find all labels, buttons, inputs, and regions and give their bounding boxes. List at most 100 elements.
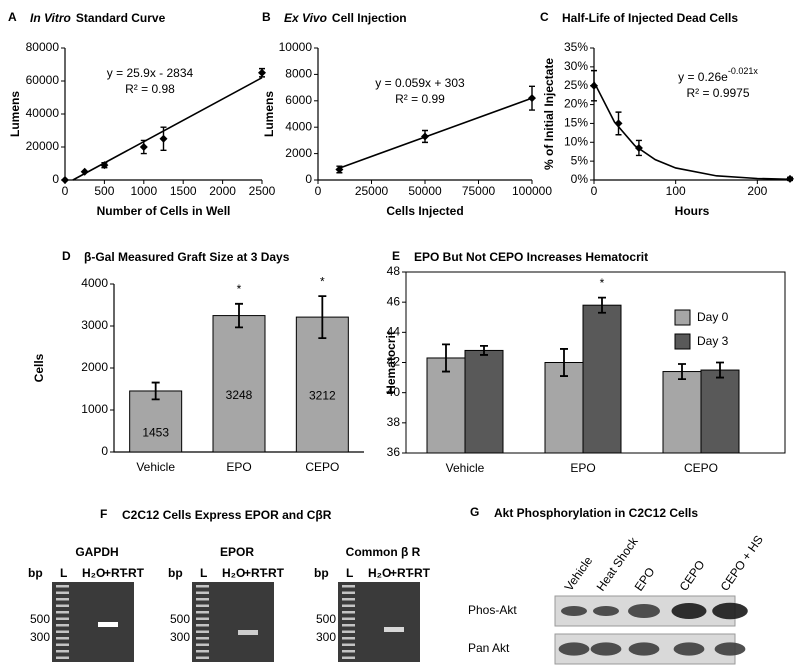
y-tick-label: 10% — [564, 134, 588, 148]
ladder-band — [342, 617, 355, 620]
x-tick-label: CEPO — [684, 461, 718, 475]
x-tick-label: Vehicle — [136, 460, 175, 474]
lane-label: CEPO + HS — [718, 533, 766, 594]
fit-line — [339, 97, 533, 169]
ladder-band — [342, 637, 355, 640]
ladder-band — [56, 624, 69, 627]
panel-letter: F — [100, 507, 107, 521]
ladder-band — [196, 591, 209, 594]
lane-label: -RT — [264, 566, 285, 580]
data-point — [421, 132, 429, 141]
ladder-band — [56, 604, 69, 607]
data-point — [786, 174, 794, 183]
panel-letter: A — [8, 10, 17, 24]
data-point — [159, 134, 168, 143]
y-tick-label: 42 — [387, 355, 401, 369]
ladder-band — [196, 611, 209, 614]
y-tick-label: 0% — [571, 172, 589, 186]
axis-lines — [593, 48, 790, 181]
blot-band — [593, 606, 619, 616]
title-text: Half-Life of Injected Dead Cells — [562, 11, 738, 25]
lane-label: +RT — [244, 566, 268, 580]
ladder-band — [56, 611, 69, 614]
y-tick-label: 44 — [387, 325, 401, 339]
x-tick-label: 0 — [315, 184, 322, 198]
ladder-band — [56, 630, 69, 633]
bar — [295, 316, 349, 453]
chart-title: β-Gal Measured Graft Size at 3 Days — [84, 250, 290, 264]
gel-image — [52, 582, 134, 662]
panel-title: C2C12 Cells Express EPOR and CβR — [122, 508, 332, 522]
x-tick-label: 100000 — [512, 184, 552, 198]
x-tick-label: 0 — [591, 184, 598, 198]
ladder-band — [56, 643, 69, 646]
bar — [212, 315, 266, 453]
data-point — [335, 165, 344, 174]
axis-lines — [113, 284, 364, 453]
title-text: β-Gal Measured Graft Size at 3 Days — [84, 250, 290, 264]
ladder-band — [196, 656, 209, 659]
ladder-band — [342, 585, 355, 588]
x-axis-label: Hours — [675, 204, 710, 218]
size-marker: 500 — [170, 612, 190, 626]
x-tick-label: 25000 — [355, 184, 389, 198]
r-squared: R² = 0.98 — [125, 82, 175, 96]
legend-label: Day 0 — [697, 310, 729, 324]
x-tick-label: 1500 — [170, 184, 197, 198]
blot-band — [628, 604, 660, 618]
x-tick-label: 1000 — [130, 184, 157, 198]
ladder-band — [342, 598, 355, 601]
y-tick-label: 1000 — [81, 402, 108, 416]
lane-label: L — [60, 566, 67, 580]
size-marker: 300 — [170, 630, 190, 644]
blot-band — [673, 642, 705, 656]
data-point — [258, 68, 266, 77]
gel-image — [192, 582, 274, 662]
panel-letter: G — [470, 505, 479, 519]
title-text: Standard Curve — [76, 11, 166, 25]
legend-swatch — [674, 333, 691, 350]
lane-label: L — [200, 566, 207, 580]
lane-label: -RT — [410, 566, 431, 580]
y-tick-label: 48 — [387, 264, 401, 278]
panel-letter: C — [540, 10, 549, 24]
lane-label: CEPO — [677, 558, 708, 594]
y-axis-label: Hematocrit — [384, 331, 398, 394]
blot-band — [712, 602, 748, 620]
y-axis-label: Lumens — [8, 91, 22, 137]
x-tick-label: 2000 — [209, 184, 236, 198]
y-tick-label: 0 — [305, 172, 312, 186]
y-tick-label: 36 — [387, 445, 401, 459]
equation-text: y = 0.059x + 303 — [375, 76, 465, 90]
gel-title: GAPDH — [75, 545, 118, 559]
chart-title: In Vitro Standard Curve — [30, 11, 166, 25]
chart-title: Half-Life of Injected Dead Cells — [562, 11, 738, 25]
data-point — [139, 143, 148, 151]
lane-label: Vehicle — [562, 554, 596, 594]
y-tick-label: 4000 — [285, 119, 312, 133]
r-squared: R² = 0.9975 — [686, 86, 749, 100]
ladder-band — [342, 604, 355, 607]
error-bar — [480, 345, 488, 356]
error-bar — [151, 381, 160, 401]
blot-band — [558, 642, 590, 656]
y-tick-label: 0 — [52, 172, 59, 186]
y-tick-label: 46 — [387, 294, 401, 308]
y-axis-label: Lumens — [262, 91, 276, 137]
data-label: 3248 — [226, 388, 253, 402]
data-point — [614, 119, 623, 128]
data-label: 3212 — [309, 389, 336, 403]
ladder-band — [342, 656, 355, 659]
x-tick-label: CEPO — [305, 460, 339, 474]
sample-band — [238, 630, 258, 635]
y-tick-label: 20% — [564, 97, 588, 111]
y-tick-label: 0 — [101, 444, 108, 458]
ladder-band — [342, 611, 355, 614]
blot-band — [714, 642, 746, 656]
equation: y = 25.9x - 2834 — [107, 66, 194, 80]
y-tick-label: 38 — [387, 415, 401, 429]
r-squared: R² = 0.99 — [395, 92, 445, 106]
equation-exponent: -0.021x — [728, 66, 759, 76]
chart-title: Ex Vivo Cell Injection — [284, 11, 407, 25]
ladder-band — [196, 637, 209, 640]
